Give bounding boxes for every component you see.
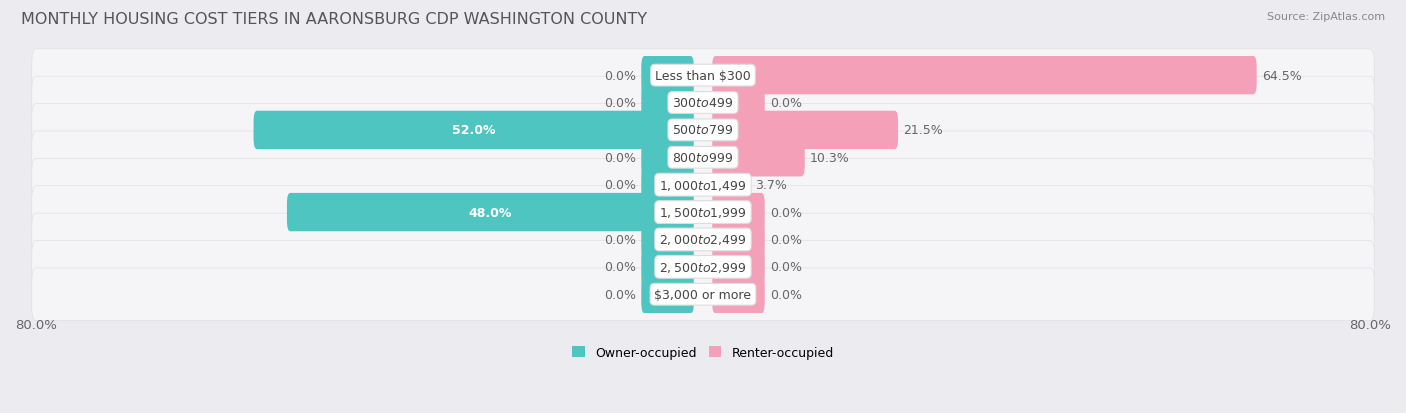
FancyBboxPatch shape bbox=[641, 166, 693, 204]
Text: 0.0%: 0.0% bbox=[769, 233, 801, 247]
Text: 52.0%: 52.0% bbox=[451, 124, 495, 137]
FancyBboxPatch shape bbox=[253, 112, 693, 150]
Text: $1,500 to $1,999: $1,500 to $1,999 bbox=[659, 206, 747, 220]
Text: 0.0%: 0.0% bbox=[769, 206, 801, 219]
FancyBboxPatch shape bbox=[641, 139, 693, 177]
Text: $3,000 or more: $3,000 or more bbox=[655, 288, 751, 301]
Text: $2,000 to $2,499: $2,000 to $2,499 bbox=[659, 233, 747, 247]
Text: 10.3%: 10.3% bbox=[810, 152, 849, 164]
Text: Source: ZipAtlas.com: Source: ZipAtlas.com bbox=[1267, 12, 1385, 22]
Text: 64.5%: 64.5% bbox=[1261, 69, 1302, 83]
Text: 0.0%: 0.0% bbox=[605, 179, 637, 192]
Text: $2,500 to $2,999: $2,500 to $2,999 bbox=[659, 260, 747, 274]
Text: 0.0%: 0.0% bbox=[605, 261, 637, 274]
FancyBboxPatch shape bbox=[32, 186, 1374, 239]
FancyBboxPatch shape bbox=[32, 214, 1374, 266]
Text: 0.0%: 0.0% bbox=[769, 97, 801, 110]
FancyBboxPatch shape bbox=[641, 84, 693, 122]
Text: $300 to $499: $300 to $499 bbox=[672, 97, 734, 110]
Legend: Owner-occupied, Renter-occupied: Owner-occupied, Renter-occupied bbox=[568, 341, 838, 364]
Text: $1,000 to $1,499: $1,000 to $1,499 bbox=[659, 178, 747, 192]
FancyBboxPatch shape bbox=[713, 84, 765, 122]
Text: 0.0%: 0.0% bbox=[605, 288, 637, 301]
Text: 3.7%: 3.7% bbox=[755, 179, 786, 192]
FancyBboxPatch shape bbox=[713, 248, 765, 286]
FancyBboxPatch shape bbox=[641, 248, 693, 286]
Text: $800 to $999: $800 to $999 bbox=[672, 152, 734, 164]
Text: MONTHLY HOUSING COST TIERS IN AARONSBURG CDP WASHINGTON COUNTY: MONTHLY HOUSING COST TIERS IN AARONSBURG… bbox=[21, 12, 647, 27]
FancyBboxPatch shape bbox=[32, 50, 1374, 102]
Text: 0.0%: 0.0% bbox=[605, 69, 637, 83]
Text: 0.0%: 0.0% bbox=[605, 97, 637, 110]
FancyBboxPatch shape bbox=[641, 57, 693, 95]
FancyBboxPatch shape bbox=[32, 241, 1374, 294]
Text: 0.0%: 0.0% bbox=[605, 152, 637, 164]
Text: $500 to $799: $500 to $799 bbox=[672, 124, 734, 137]
Text: 48.0%: 48.0% bbox=[468, 206, 512, 219]
FancyBboxPatch shape bbox=[713, 275, 765, 313]
FancyBboxPatch shape bbox=[287, 193, 693, 232]
FancyBboxPatch shape bbox=[32, 159, 1374, 211]
Text: 0.0%: 0.0% bbox=[605, 233, 637, 247]
FancyBboxPatch shape bbox=[713, 112, 898, 150]
FancyBboxPatch shape bbox=[32, 77, 1374, 130]
Text: 21.5%: 21.5% bbox=[903, 124, 943, 137]
FancyBboxPatch shape bbox=[641, 221, 693, 259]
FancyBboxPatch shape bbox=[641, 275, 693, 313]
FancyBboxPatch shape bbox=[713, 221, 765, 259]
FancyBboxPatch shape bbox=[713, 193, 765, 232]
FancyBboxPatch shape bbox=[713, 166, 749, 204]
FancyBboxPatch shape bbox=[713, 57, 1257, 95]
FancyBboxPatch shape bbox=[32, 268, 1374, 321]
FancyBboxPatch shape bbox=[713, 139, 804, 177]
Text: 0.0%: 0.0% bbox=[769, 288, 801, 301]
Text: 0.0%: 0.0% bbox=[769, 261, 801, 274]
FancyBboxPatch shape bbox=[32, 132, 1374, 184]
Text: Less than $300: Less than $300 bbox=[655, 69, 751, 83]
FancyBboxPatch shape bbox=[32, 104, 1374, 157]
